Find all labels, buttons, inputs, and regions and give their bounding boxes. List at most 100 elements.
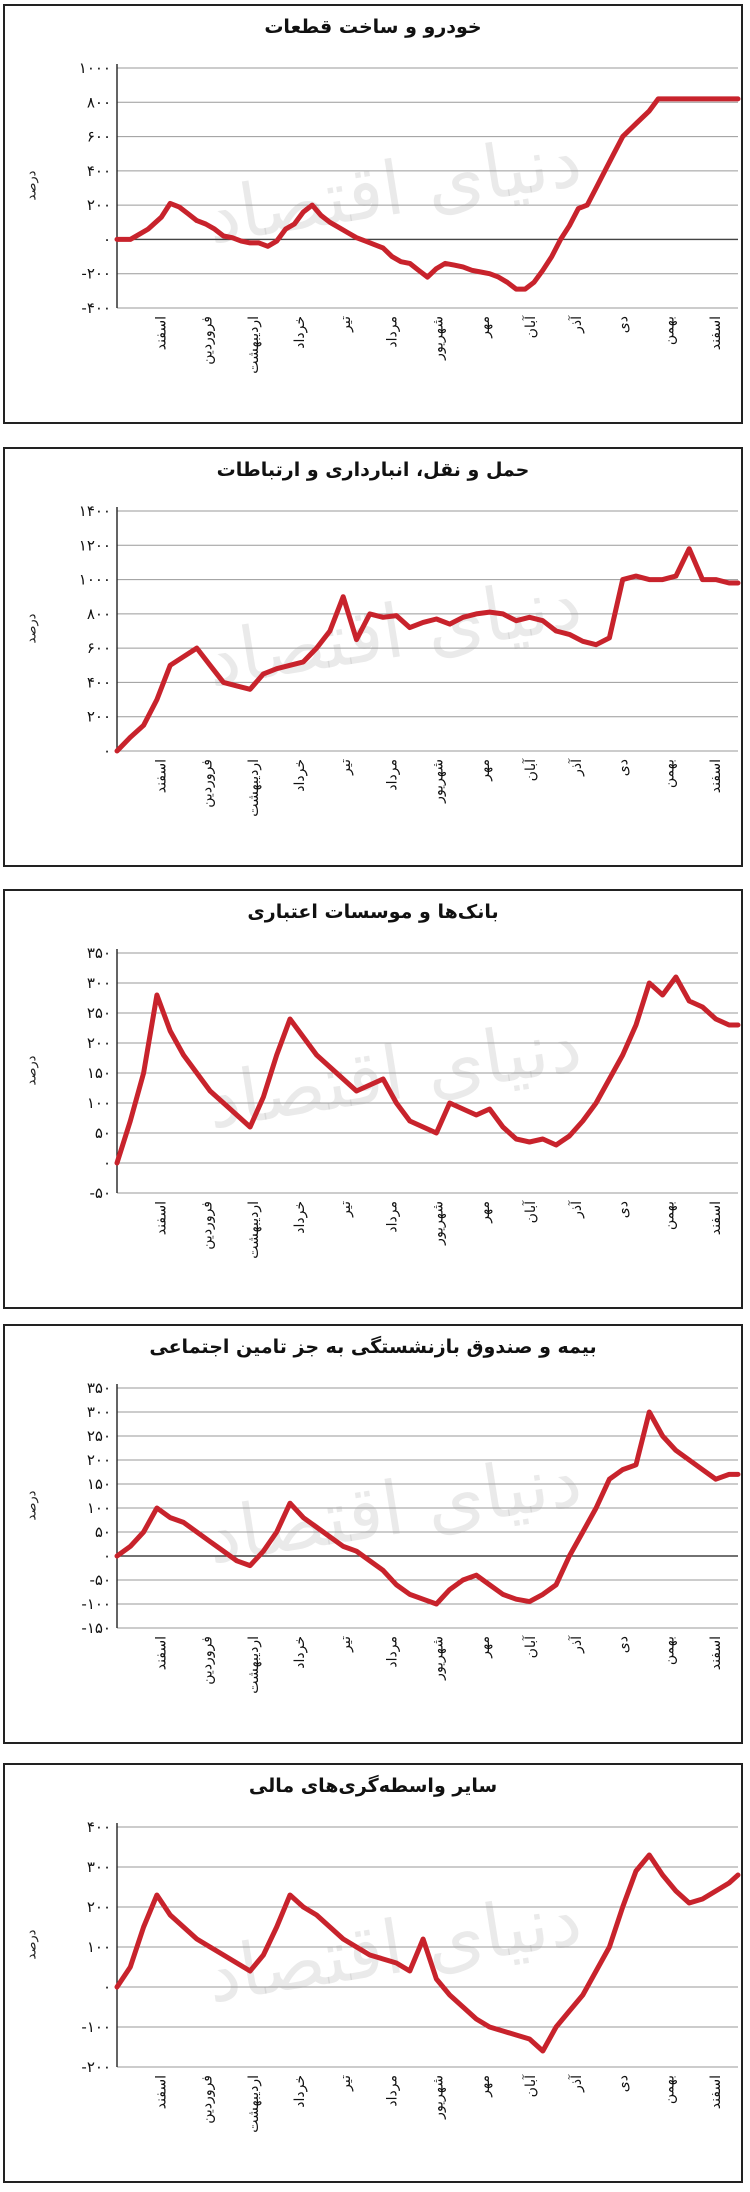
y-tick-label: ۱۰۰ <box>87 1499 111 1517</box>
data-point <box>687 547 691 551</box>
data-point <box>647 109 651 113</box>
data-point <box>328 1535 332 1539</box>
data-point <box>638 117 643 122</box>
data-point <box>501 1125 505 1129</box>
x-tick-label: آذر <box>568 1635 585 1654</box>
data-point <box>115 1554 119 1558</box>
data-point <box>363 239 367 243</box>
y-tick-label: ۱۰۰۰ <box>79 59 111 77</box>
data-point <box>621 577 625 582</box>
data-point <box>621 1468 625 1472</box>
data-point <box>261 672 265 676</box>
data-point <box>523 287 527 291</box>
y-tick-label: ۲۰۰ <box>87 196 111 214</box>
data-point <box>567 224 572 228</box>
data-point <box>195 646 199 650</box>
data-point <box>474 612 478 616</box>
y-tick-label: ۰ <box>103 1547 111 1565</box>
data-point <box>137 232 141 236</box>
data-point <box>514 287 518 291</box>
data-point <box>434 1977 438 1981</box>
data-point <box>470 268 474 272</box>
data-point <box>315 1525 319 1529</box>
data-point <box>496 275 501 279</box>
data-point <box>727 1472 731 1476</box>
data-point <box>248 687 252 691</box>
chart-panel: خودرو و ساخت قطعات درصد دنیای اقتصاد ۱۰۰۰ ۸۰… <box>3 4 743 424</box>
chart-panel: بانک‌ها و موسسات اعتباری درصد دنیای اقتصاد… <box>3 889 743 1309</box>
series-line <box>114 1852 741 2054</box>
data-point <box>341 1937 345 1941</box>
data-point <box>448 1588 452 1592</box>
data-point <box>381 1568 385 1572</box>
data-point <box>461 1578 465 1582</box>
y-tick-label: ۳۵۰ <box>87 1379 111 1397</box>
data-point <box>527 2037 532 2041</box>
x-tick-label: شهریور <box>431 2075 447 2120</box>
data-point <box>607 1077 611 1081</box>
data-point <box>408 1119 412 1123</box>
data-point <box>248 1969 252 1973</box>
data-point <box>235 684 239 688</box>
data-point <box>248 1564 252 1568</box>
data-point <box>665 97 669 101</box>
data-point <box>554 1583 558 1587</box>
x-tick-label: اسفند <box>708 1636 724 1670</box>
data-point <box>315 1913 319 1917</box>
series-line <box>114 546 741 754</box>
data-point <box>434 1602 438 1606</box>
data-point <box>354 1089 359 1093</box>
data-point <box>501 612 505 616</box>
data-point <box>448 622 452 626</box>
data-point <box>155 1506 159 1510</box>
data-point <box>674 574 678 578</box>
data-point <box>142 1530 146 1534</box>
x-tick-label: مرداد <box>384 1201 400 1233</box>
data-point <box>301 1905 305 1909</box>
x-tick-label: خرداد <box>292 2075 308 2108</box>
x-tick-label: آبان <box>522 1635 539 1658</box>
data-point <box>554 629 558 633</box>
data-point <box>434 1131 438 1135</box>
line-chart: ۴۰۰ ۳۰۰ ۲۰۰ ۱۰۰ ۰ -۱۰۰ -۲۰۰ اسفند فروردین اردیبهش… <box>81 1818 741 2133</box>
data-point <box>115 1985 119 1989</box>
data-point <box>394 1101 399 1105</box>
data-point <box>718 97 722 101</box>
data-point <box>421 1937 425 1941</box>
data-point <box>354 637 359 642</box>
data-point <box>230 236 234 240</box>
data-point <box>541 2049 545 2053</box>
data-point <box>452 263 456 267</box>
x-tick-label: مرداد <box>384 2075 400 2107</box>
x-tick-label: دی <box>615 316 631 333</box>
data-point <box>337 225 341 230</box>
y-tick-label: ۲۰۰ <box>87 708 111 726</box>
data-point <box>115 237 119 242</box>
data-point <box>195 218 199 223</box>
chart-panel: حمل و نقل، انبارداری و ارتباطات درصد دنیای… <box>3 447 743 867</box>
data-point <box>594 1969 598 1973</box>
data-point <box>328 1065 332 1069</box>
data-point <box>142 723 146 727</box>
data-point <box>315 646 319 650</box>
y-tick-label: ۲۰۰ <box>87 1034 111 1052</box>
data-point <box>354 1945 359 1949</box>
data-point <box>674 97 678 101</box>
x-tick-label: فروردین <box>200 2075 216 2124</box>
data-point <box>603 169 607 173</box>
x-tick-label: آذر <box>568 2074 585 2093</box>
x-tick-label: اردیبهشت <box>246 1636 262 1694</box>
data-point <box>168 1516 172 1520</box>
chart-panel: سایر واسطه‌گری‌های مالی درصد دنیای اقتصاد ۴… <box>3 1763 743 2183</box>
data-point <box>714 1017 718 1021</box>
y-tick-label: ۱۵۰ <box>87 1064 111 1082</box>
y-tick-label: ۱۲۰۰ <box>79 536 111 554</box>
data-point <box>368 1559 372 1563</box>
data-point <box>421 1597 425 1601</box>
data-point <box>687 1901 691 1905</box>
x-tick-label: خرداد <box>292 1201 308 1234</box>
data-point <box>301 660 305 664</box>
data-point <box>501 1592 505 1596</box>
data-point <box>674 1889 678 1893</box>
data-point <box>736 1023 740 1027</box>
